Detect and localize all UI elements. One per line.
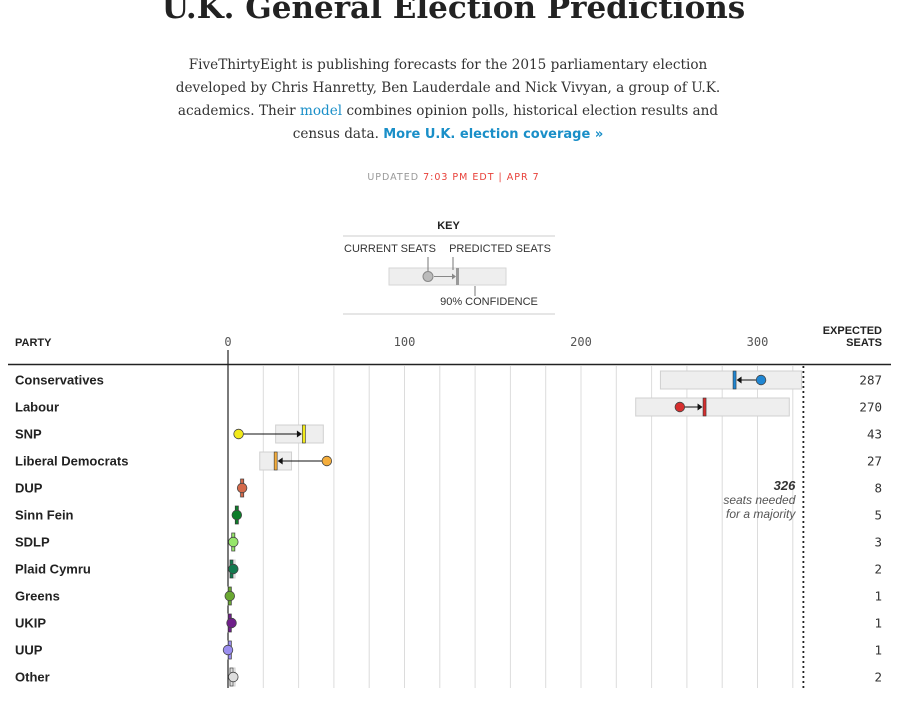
expected-header-line2: SEATS xyxy=(846,337,882,349)
party-name: Conservatives xyxy=(15,373,104,388)
party-name: Greens xyxy=(15,589,60,604)
predicted-seats-marker xyxy=(273,451,278,471)
key-title: KEY xyxy=(437,220,460,232)
predicted-seats-marker xyxy=(302,424,306,444)
party-row: Other 2 xyxy=(15,667,882,687)
key-current-label: CURRENT SEATS xyxy=(344,243,436,255)
change-arrowhead xyxy=(296,430,302,438)
party-column-header: PARTY xyxy=(15,337,52,349)
current-seats-dot xyxy=(233,428,244,440)
party-name: SNP xyxy=(15,427,42,442)
x-tick-label: 0 xyxy=(224,335,231,349)
current-seats-dot xyxy=(236,482,248,494)
key-predicted-label: PREDICTED SEATS xyxy=(449,243,551,255)
party-row: UKIP 1 xyxy=(15,613,882,633)
key-legend: KEY CURRENT SEATS PREDICTED SEATS 90% CO… xyxy=(343,220,555,315)
x-axis-ticks: 0 100 200 300 xyxy=(224,335,768,349)
page-title: U.K. General Election Predictions xyxy=(161,0,746,26)
party-name: Other xyxy=(15,670,50,685)
party-name: Sinn Fein xyxy=(15,508,74,523)
party-name: UUP xyxy=(15,643,43,658)
expected-seats-value: 2 xyxy=(874,670,882,685)
x-tick-label: 300 xyxy=(747,335,769,349)
current-seats-dot xyxy=(674,401,686,413)
party-row: Plaid Cymru 2 xyxy=(15,559,882,579)
expected-seats-value: 5 xyxy=(874,508,882,523)
confidence-band xyxy=(659,370,803,390)
current-seats-dot xyxy=(224,590,235,602)
current-seats-dot xyxy=(228,536,239,548)
party-name: Labour xyxy=(15,400,59,415)
predicted-seats-marker xyxy=(702,397,707,417)
intro-paragraph: FiveThirtyEight is publishing forecasts … xyxy=(170,54,726,146)
current-seats-dot xyxy=(231,509,243,521)
expected-seats-value: 2 xyxy=(874,562,882,577)
party-row: Sinn Fein 5 xyxy=(15,505,882,525)
party-name: Plaid Cymru xyxy=(15,562,91,577)
intro-text-post: combines opinion polls, historical elect… xyxy=(292,103,719,142)
current-seats-dot xyxy=(228,671,239,683)
current-seats-dot xyxy=(222,644,234,656)
chart-gridlines xyxy=(227,350,794,688)
current-seats-dot xyxy=(755,374,767,386)
party-row: UUP 1 xyxy=(15,640,882,660)
expected-seats-value: 270 xyxy=(859,400,882,415)
current-seats-dot xyxy=(228,563,239,575)
predicted-seats-marker xyxy=(732,370,737,390)
key-arrowhead xyxy=(452,273,456,280)
x-tick-label: 100 xyxy=(394,335,416,349)
updated-timestamp: UPDATED 7:03 PM EDT | APR 7 xyxy=(0,172,907,183)
party-row: SDLP 3 xyxy=(15,532,882,552)
majority-text-line2: for a majority xyxy=(726,507,796,521)
confidence-band xyxy=(635,397,790,417)
intro-text-pre: FiveThirtyEight is publishing forecasts … xyxy=(175,57,721,119)
party-row: DUP 8 xyxy=(15,478,882,498)
expected-seats-value: 287 xyxy=(859,373,882,388)
expected-seats-value: 43 xyxy=(867,427,882,442)
party-name: SDLP xyxy=(15,535,50,550)
model-link[interactable]: model xyxy=(299,103,343,119)
expected-seats-value: 27 xyxy=(867,454,882,469)
majority-text-line1: seats needed xyxy=(723,493,795,507)
party-name: UKIP xyxy=(15,616,46,631)
key-predicted-marker xyxy=(456,268,459,285)
party-rows: Conservatives 287 Labour 270 SNP 43 Liberal De… xyxy=(15,370,882,687)
expected-seats-value: 1 xyxy=(874,616,882,631)
party-name: Liberal Democrats xyxy=(15,454,128,469)
party-name: DUP xyxy=(15,481,43,496)
updated-label: UPDATED xyxy=(367,172,424,183)
change-arrowhead xyxy=(697,403,703,411)
expected-header-line1: EXPECTED xyxy=(823,325,882,337)
party-row: Liberal Democrats 27 xyxy=(15,451,882,471)
current-seats-dot xyxy=(226,617,237,629)
key-confidence-label: 90% CONFIDENCE xyxy=(440,296,538,308)
expected-seats-value: 1 xyxy=(874,589,882,604)
current-seats-dot xyxy=(321,455,333,467)
party-row: Greens 1 xyxy=(15,586,882,606)
more-coverage-link[interactable]: More U.K. election coverage » xyxy=(383,127,604,142)
change-arrowhead xyxy=(736,376,742,384)
party-row: SNP 43 xyxy=(15,424,882,444)
expected-seats-value: 1 xyxy=(874,643,882,658)
x-tick-label: 200 xyxy=(570,335,592,349)
change-arrowhead xyxy=(277,457,283,465)
majority-number: 326 xyxy=(774,478,796,493)
party-row: Conservatives 287 xyxy=(15,370,882,390)
key-current-dot xyxy=(422,271,434,282)
expected-seats-value: 8 xyxy=(874,481,882,496)
expected-seats-value: 3 xyxy=(874,535,882,550)
updated-time: 7:03 PM EDT | APR 7 xyxy=(423,172,540,183)
party-row: Labour 270 xyxy=(15,397,882,417)
